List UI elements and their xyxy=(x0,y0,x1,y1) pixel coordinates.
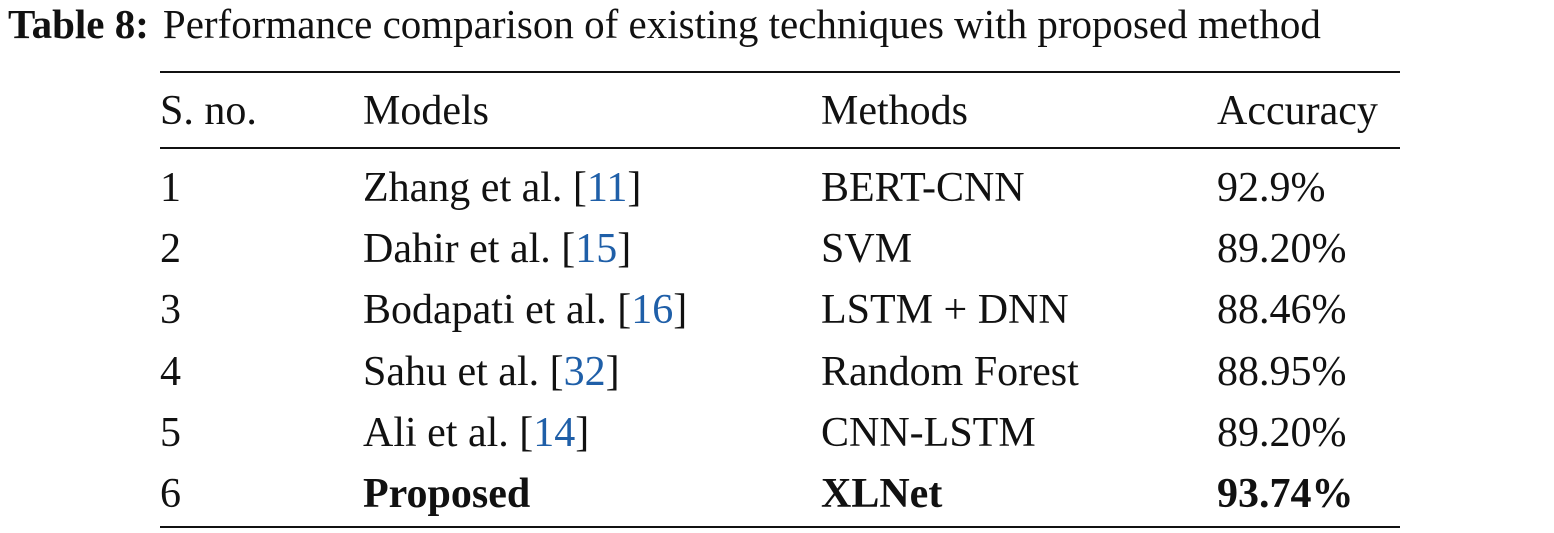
model: Dahir et al. xyxy=(363,226,551,273)
bottom-rule xyxy=(160,526,1400,528)
citation-link[interactable]: 11 xyxy=(586,165,628,211)
no-cell: 2 xyxy=(160,224,181,274)
method: BERT-CNN xyxy=(821,165,1025,211)
mid-rule xyxy=(160,147,1400,149)
caption-label: Table 8: xyxy=(8,1,149,47)
no: 6 xyxy=(160,471,181,517)
method: XLNet xyxy=(821,471,943,517)
model: Proposed xyxy=(363,471,531,517)
no: 5 xyxy=(160,409,181,456)
citation-bracket: ] xyxy=(673,287,688,334)
accuracy: 88.46% xyxy=(1217,287,1347,334)
accuracy-cell: 92.9% xyxy=(1217,163,1326,213)
citation-bracket: ] xyxy=(627,165,642,211)
citation-bracket: [ xyxy=(519,409,534,456)
no-cell: 5 xyxy=(160,408,181,458)
method: LSTM + DNN xyxy=(821,287,1069,334)
citation-link[interactable]: 32 xyxy=(563,348,606,395)
citation-bracket: ] xyxy=(605,348,620,395)
accuracy: 93.74% xyxy=(1217,471,1354,517)
citation-bracket: [ xyxy=(617,287,632,334)
model: Zhang et al. xyxy=(363,165,563,211)
model: Ali et al. xyxy=(363,409,509,456)
header-cell: Accuracy xyxy=(1217,88,1378,134)
no: 2 xyxy=(160,226,181,273)
method: Random Forest xyxy=(821,348,1079,395)
method-cell: LSTM + DNN xyxy=(821,285,1069,335)
citation-link[interactable]: 15 xyxy=(575,226,618,273)
accuracy: 92.9% xyxy=(1217,165,1326,211)
model: Sahu et al. xyxy=(363,348,540,395)
model: Bodapati et al. xyxy=(363,287,607,334)
accuracy-cell: 88.95% xyxy=(1217,347,1347,397)
no-cell: 3 xyxy=(160,285,181,335)
model-cell: Bodapati et al. [16] xyxy=(363,285,687,335)
method-cell: CNN-LSTM xyxy=(821,408,1036,458)
no: 4 xyxy=(160,348,181,395)
citation-bracket: [ xyxy=(549,348,564,395)
accuracy-cell: 89.20% xyxy=(1217,408,1347,458)
no-cell: 1 xyxy=(160,163,181,213)
accuracy: 89.20% xyxy=(1217,226,1347,273)
accuracy: 88.95% xyxy=(1217,348,1347,395)
citation-bracket: [ xyxy=(572,165,587,211)
citation-link[interactable]: 14 xyxy=(533,409,576,456)
method: SVM xyxy=(821,226,913,273)
caption-text: Performance comparison of existing techn… xyxy=(162,1,1321,47)
citation-bracket: [ xyxy=(561,226,576,273)
no: 3 xyxy=(160,287,181,334)
no-cell: 4 xyxy=(160,347,181,397)
accuracy-cell: 93.74% xyxy=(1217,469,1354,519)
accuracy: 89.20% xyxy=(1217,409,1347,456)
method-cell: XLNet xyxy=(821,469,942,519)
citation-link[interactable]: 16 xyxy=(631,287,674,334)
model-cell: Ali et al. [14] xyxy=(363,408,589,458)
method: CNN-LSTM xyxy=(821,409,1036,456)
header-cell: Models xyxy=(363,88,489,134)
header-cell: S. no. xyxy=(160,88,257,134)
top-rule xyxy=(160,71,1400,73)
model-cell: Proposed xyxy=(363,469,530,519)
header-cell: Methods xyxy=(821,88,968,134)
no: 1 xyxy=(160,165,181,211)
table-caption: Table 8: Performance comparison of existi… xyxy=(8,0,1321,48)
method-cell: SVM xyxy=(821,224,912,274)
accuracy-cell: 88.46% xyxy=(1217,285,1347,335)
method-cell: BERT-CNN xyxy=(821,163,1025,213)
accuracy-cell: 89.20% xyxy=(1217,224,1347,274)
method-cell: Random Forest xyxy=(821,347,1079,397)
citation-bracket: ] xyxy=(617,226,632,273)
no-cell: 6 xyxy=(160,469,181,519)
citation-bracket: ] xyxy=(575,409,590,456)
model-cell: Sahu et al. [32] xyxy=(363,347,620,397)
model-cell: Dahir et al. [15] xyxy=(363,224,631,274)
model-cell: Zhang et al. [11] xyxy=(363,163,641,213)
